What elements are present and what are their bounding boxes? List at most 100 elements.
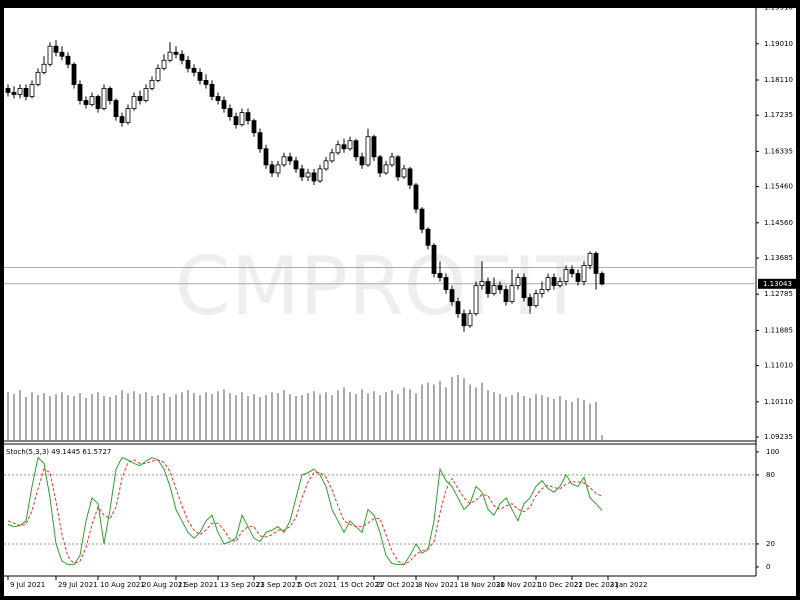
candle-body (359, 156, 365, 166)
last-price-label: 1.13043 (763, 280, 792, 288)
candle-body (215, 96, 221, 101)
candle-body (341, 144, 347, 150)
x-tick-label: 9 Jul 2021 (10, 581, 45, 589)
candle-body (557, 281, 563, 286)
candle-body (263, 148, 269, 166)
candle-body (89, 96, 95, 105)
candle-body (467, 313, 473, 327)
y-tick-label: 1.10110 (764, 398, 793, 406)
candle-body (23, 88, 29, 97)
candle-body (437, 273, 443, 278)
candle-body (383, 164, 389, 174)
x-tick-label: 8 Nov 2021 (418, 581, 458, 589)
x-tick-label: 1 Sep 2021 (178, 581, 218, 589)
candle-body (35, 71, 41, 85)
x-tick-label: 27 Oct 2021 (376, 581, 419, 589)
candle-body (515, 277, 521, 286)
x-tick-label: 10 Aug 2021 (100, 581, 145, 589)
y-tick-label: 1.19010 (764, 40, 793, 48)
candle-body (389, 156, 395, 166)
candle-body (233, 116, 239, 126)
candle-body (335, 144, 341, 154)
candle-body (593, 252, 599, 274)
x-tick-label: 18 Nov 2021 (460, 581, 505, 589)
candle-body (257, 132, 263, 150)
candle-body (17, 88, 23, 95)
candle-body (299, 168, 305, 178)
candle-body (503, 289, 509, 303)
candle-body (167, 51, 173, 61)
candle-body (401, 168, 407, 178)
candle-body (413, 184, 419, 210)
candle-body (275, 164, 281, 174)
candle-body (143, 88, 149, 101)
candle-body (599, 273, 605, 285)
candle-body (11, 92, 17, 95)
candle-body (473, 285, 479, 315)
candle-body (125, 108, 131, 124)
x-tick-label: 23 Sep 2021 (256, 581, 300, 589)
y-tick-label: 1.17235 (764, 111, 793, 119)
x-tick-label: 29 Jul 2021 (58, 581, 98, 589)
candle-body (95, 96, 101, 109)
x-tick-label: 15 Oct 2021 (340, 581, 383, 589)
candle-body (551, 277, 557, 286)
x-tick-label: 3 Jan 2022 (610, 581, 648, 589)
y-tick-label: 80 (766, 471, 775, 479)
y-tick-label: 1.09235 (764, 433, 793, 441)
candle-body (227, 108, 233, 118)
y-tick-label: 20 (766, 540, 775, 548)
candle-body (149, 80, 155, 89)
x-tick-label: 13 Sep 2021 (220, 581, 264, 589)
candle-body (497, 285, 503, 290)
candle-body (65, 55, 71, 65)
y-tick-label: 0 (766, 563, 770, 571)
y-tick-label: 1.19910 (764, 4, 793, 12)
candle-body (527, 297, 533, 307)
x-tick-label: 22 Dec 2021 (574, 581, 619, 589)
candle-body (197, 71, 203, 81)
candle-body (137, 96, 143, 101)
candle-body (29, 84, 35, 97)
candle-body (533, 293, 539, 307)
stoch-line (7, 459, 603, 566)
x-tick-label: 10 Dec 2021 (538, 581, 583, 589)
candle-body (83, 100, 89, 105)
candle-body (371, 136, 377, 158)
candle-body (425, 228, 431, 246)
candle-body (131, 96, 137, 109)
y-tick-label: 100 (766, 448, 779, 456)
candle-body (107, 88, 113, 101)
candle-body (329, 152, 335, 162)
candle-body (47, 45, 53, 65)
candle-body (455, 301, 461, 315)
candle-body (203, 80, 209, 85)
candle-body (161, 59, 167, 69)
y-tick-label: 1.14560 (764, 219, 793, 227)
candle-body (269, 164, 275, 174)
candle-body (155, 67, 161, 81)
y-tick-label: 1.11885 (764, 326, 793, 334)
x-tick-label: 5 Oct 2021 (298, 581, 337, 589)
candle-body (431, 244, 437, 274)
candle-body (479, 281, 485, 286)
candle-body (209, 84, 215, 97)
y-tick-label: 1.13685 (764, 254, 793, 262)
candle-body (173, 51, 179, 55)
last-price-box (758, 278, 796, 289)
y-tick-label: 1.15460 (764, 183, 793, 191)
candle-body (539, 289, 545, 294)
candle-body (71, 63, 77, 85)
candle-body (509, 285, 515, 303)
candle-body (377, 156, 383, 174)
candle-body (77, 84, 83, 101)
candle-body (53, 45, 59, 53)
candle-body (347, 140, 353, 150)
candle-body (491, 285, 497, 294)
candle-body (185, 59, 191, 69)
y-tick-label: 1.11010 (764, 362, 793, 370)
candle-body (563, 269, 569, 282)
candle-body (293, 160, 299, 170)
candle-body (323, 160, 329, 170)
